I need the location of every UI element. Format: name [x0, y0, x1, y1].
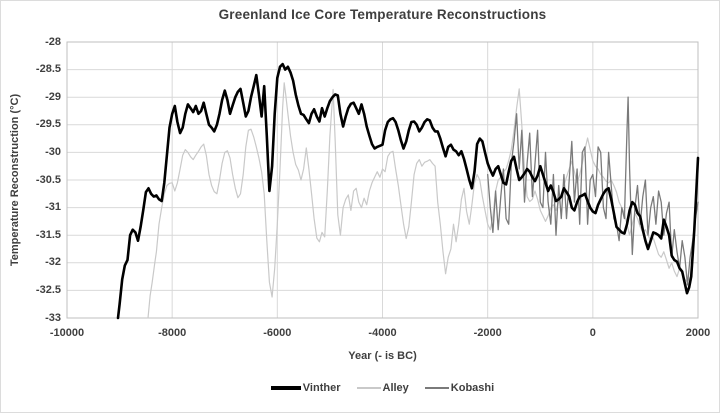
y-tick-label: -32 [45, 256, 61, 269]
y-tick-label: -30.5 [35, 173, 61, 186]
y-tick-label: -28 [45, 35, 61, 48]
legend-label-kobashi: Kobashi [450, 382, 495, 394]
kobashi-line-swatch [424, 387, 449, 389]
y-tick-label: -31.5 [35, 228, 61, 241]
x-tick-label: 0 [589, 327, 596, 339]
chart-title: Greenland Ice Core Temperature Reconstru… [218, 7, 547, 22]
chart-legend: Vinther Alley Kobashi [67, 382, 698, 394]
x-axis-title: Year (- is BC) [348, 350, 417, 362]
y-tick-label: -29 [45, 90, 61, 103]
y-tick-label: -30 [45, 145, 61, 158]
y-tick-label: -32.5 [35, 283, 61, 296]
y-tick-label: -31 [45, 201, 61, 214]
y-tick-label: -33 [45, 311, 61, 324]
legend-label-vinther: Vinther [302, 382, 341, 394]
x-tick-label: -2000 [473, 327, 502, 339]
legend-item-alley: Alley [356, 382, 409, 394]
alley-line-swatch [356, 387, 381, 389]
legend-item-vinther: Vinther [270, 382, 341, 394]
legend-label-alley: Alley [382, 382, 409, 394]
vinther-line-swatch [270, 386, 301, 390]
x-tick-label: -6000 [263, 327, 292, 339]
y-tick-label: -29.5 [35, 118, 61, 131]
x-tick-label: 2000 [685, 327, 711, 339]
x-tick-label: -8000 [158, 327, 187, 339]
legend-item-kobashi: Kobashi [424, 382, 495, 394]
y-tick-label: -28.5 [35, 63, 61, 76]
x-tick-label: -4000 [368, 327, 397, 339]
x-tick-label: -10000 [49, 327, 85, 339]
